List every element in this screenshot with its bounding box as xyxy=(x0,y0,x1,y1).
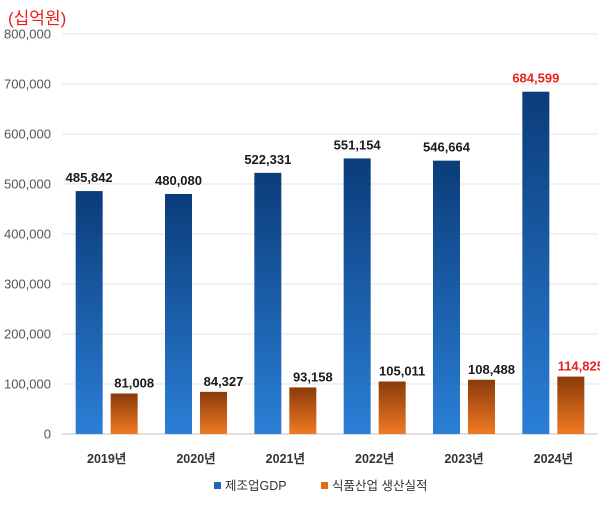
data-label: 93,158 xyxy=(293,369,333,384)
bar-manufacturing-gdp xyxy=(522,91,550,434)
data-label: 114,825 xyxy=(558,359,600,374)
unit-label: (십억원) xyxy=(8,9,67,28)
y-tick-label: 600,000 xyxy=(4,127,51,142)
y-tick-label: 100,000 xyxy=(4,377,51,392)
data-label: 108,488 xyxy=(468,362,515,377)
y-tick-label: 700,000 xyxy=(4,77,51,92)
x-tick-label: 2020년 xyxy=(176,452,215,466)
data-label: 105,011 xyxy=(379,363,425,378)
bar-food-industry xyxy=(468,379,495,434)
bar-manufacturing-gdp xyxy=(433,160,460,434)
legend-entry: 식품산업 생산실적 xyxy=(332,479,427,493)
y-tick-label: 500,000 xyxy=(4,177,51,192)
data-label: 81,008 xyxy=(114,375,154,390)
x-tick-label: 2019년 xyxy=(87,452,126,466)
bar-food-industry xyxy=(289,387,317,434)
x-tick-label: 2023년 xyxy=(444,452,483,466)
y-tick-label: 300,000 xyxy=(4,277,51,292)
y-tick-label: 800,000 xyxy=(4,27,51,42)
data-label: 551,154 xyxy=(334,137,382,152)
legend-entry: 제조업GDP xyxy=(225,479,287,493)
y-tick-label: 400,000 xyxy=(4,227,51,242)
x-tick-label: 2024년 xyxy=(534,452,573,466)
bar-manufacturing-gdp xyxy=(165,193,192,434)
bar-manufacturing-gdp xyxy=(254,172,282,434)
data-label: 84,327 xyxy=(204,374,244,389)
x-tick-label: 2022년 xyxy=(355,452,394,466)
y-tick-label: 200,000 xyxy=(4,327,51,342)
bar-food-industry xyxy=(110,393,138,434)
bar-food-industry xyxy=(378,381,406,434)
data-label: 546,664 xyxy=(423,140,471,155)
bar-food-industry xyxy=(557,376,585,434)
data-label: 522,331 xyxy=(244,152,291,167)
data-label: 684,599 xyxy=(512,71,559,86)
data-label: 480,080 xyxy=(155,173,202,188)
bar-manufacturing-gdp xyxy=(75,191,103,434)
bar-food-industry xyxy=(200,391,227,434)
y-tick-label: 0 xyxy=(44,427,51,442)
x-tick-label: 2021년 xyxy=(266,452,305,466)
bar-manufacturing-gdp xyxy=(343,158,371,434)
legend-swatch xyxy=(214,482,221,489)
legend-swatch xyxy=(321,482,328,489)
data-label: 485,842 xyxy=(66,170,113,185)
